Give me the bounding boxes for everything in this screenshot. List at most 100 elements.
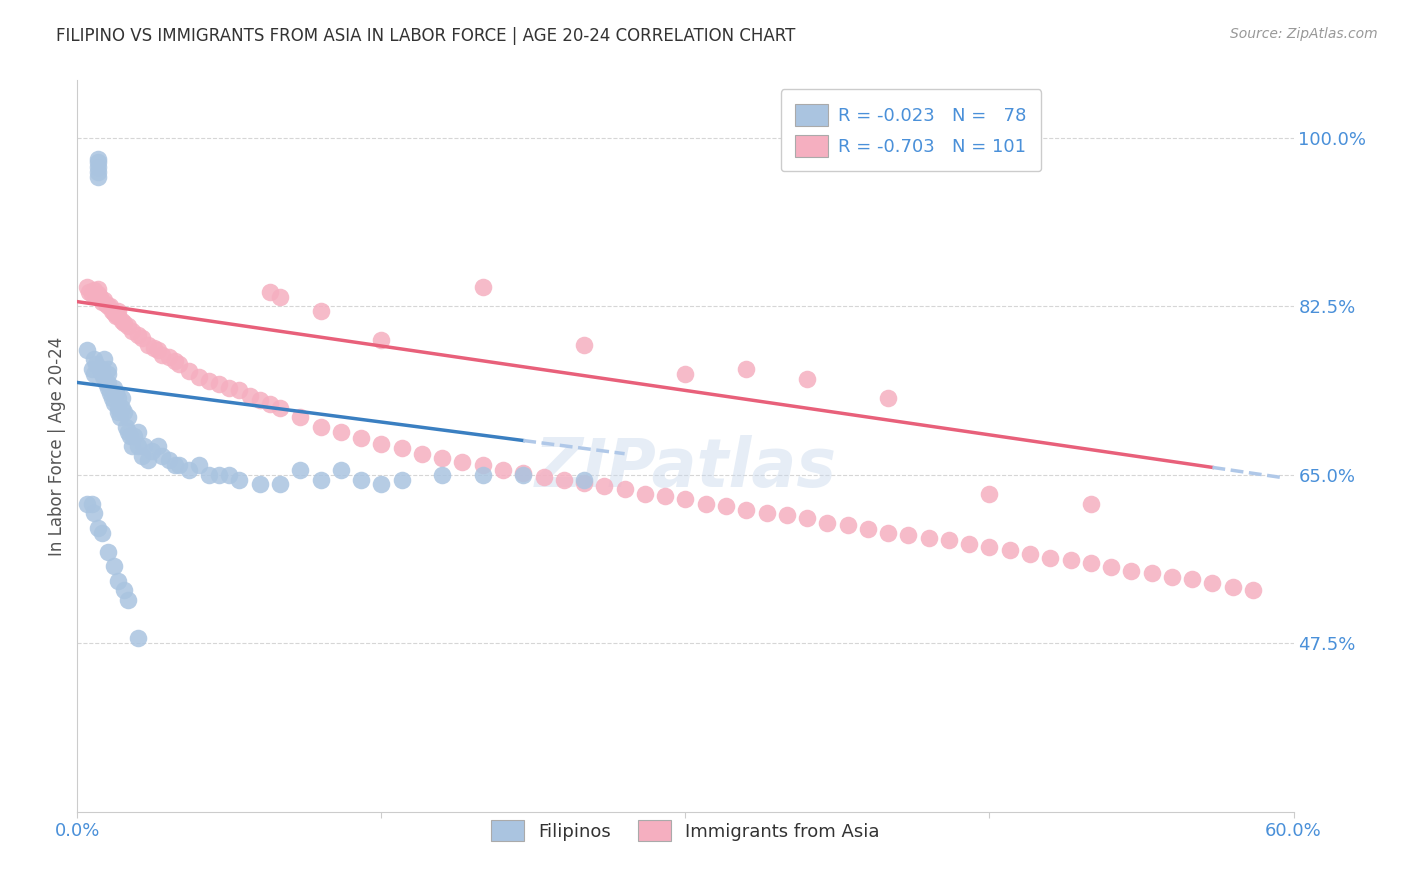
Point <box>979 487 1001 501</box>
Point <box>101 391 124 405</box>
Point <box>572 475 595 490</box>
Point <box>107 304 129 318</box>
Point <box>134 439 156 453</box>
Point <box>198 374 221 388</box>
Point <box>593 479 616 493</box>
Point <box>83 352 105 367</box>
Point <box>776 508 799 523</box>
Point <box>430 450 453 465</box>
Point <box>918 532 941 546</box>
Point <box>86 152 108 166</box>
Point <box>127 425 149 439</box>
Point <box>86 160 108 174</box>
Point <box>112 583 135 598</box>
Point <box>259 397 281 411</box>
Point <box>93 293 115 307</box>
Point <box>101 304 124 318</box>
Point <box>188 369 211 384</box>
Point <box>177 463 200 477</box>
Point <box>152 449 174 463</box>
Point <box>1161 570 1184 584</box>
Point <box>79 285 101 299</box>
Point <box>103 395 125 409</box>
Point <box>897 527 920 541</box>
Point <box>83 507 105 521</box>
Point <box>117 410 139 425</box>
Point <box>1019 547 1042 561</box>
Point <box>796 511 818 525</box>
Point <box>451 455 474 469</box>
Point <box>177 364 200 378</box>
Point <box>208 467 231 482</box>
Point <box>370 333 392 347</box>
Point <box>121 324 143 338</box>
Point <box>89 290 111 304</box>
Point <box>148 343 170 357</box>
Point <box>553 473 575 487</box>
Point <box>654 489 676 503</box>
Point <box>80 287 103 301</box>
Point <box>90 525 112 540</box>
Point <box>90 294 112 309</box>
Point <box>167 357 190 371</box>
Point <box>512 466 534 480</box>
Point <box>350 431 373 445</box>
Point <box>107 574 129 588</box>
Point <box>131 449 153 463</box>
Point <box>93 352 115 367</box>
Point <box>613 483 636 497</box>
Point <box>492 463 515 477</box>
Point <box>103 559 125 574</box>
Point <box>152 347 174 362</box>
Point <box>97 367 120 381</box>
Y-axis label: In Labor Force | Age 20-24: In Labor Force | Age 20-24 <box>48 336 66 556</box>
Point <box>735 502 758 516</box>
Point <box>86 282 108 296</box>
Point <box>103 306 125 320</box>
Point <box>1080 497 1102 511</box>
Point <box>157 351 180 365</box>
Point <box>218 467 240 482</box>
Point <box>122 429 145 443</box>
Point <box>107 401 129 415</box>
Point <box>957 537 980 551</box>
Point <box>1222 580 1244 594</box>
Point <box>675 367 697 381</box>
Point <box>391 441 413 455</box>
Point <box>86 155 108 169</box>
Point <box>111 401 134 415</box>
Point <box>80 497 103 511</box>
Point <box>117 593 139 607</box>
Point <box>141 443 163 458</box>
Point <box>76 280 98 294</box>
Point <box>83 283 105 297</box>
Text: Source: ZipAtlas.com: Source: ZipAtlas.com <box>1230 27 1378 41</box>
Point <box>107 309 129 323</box>
Point <box>86 169 108 184</box>
Point <box>259 285 281 299</box>
Point <box>86 164 108 178</box>
Point <box>208 377 231 392</box>
Point <box>1080 557 1102 571</box>
Point <box>97 362 120 376</box>
Point <box>634 487 657 501</box>
Point <box>86 521 108 535</box>
Point <box>80 362 103 376</box>
Point <box>76 497 98 511</box>
Point <box>269 401 291 415</box>
Point <box>269 477 291 491</box>
Point <box>228 473 250 487</box>
Point <box>97 376 120 391</box>
Point <box>117 425 139 439</box>
Point <box>290 410 312 425</box>
Point <box>108 410 131 425</box>
Point <box>90 362 112 376</box>
Point <box>104 386 127 401</box>
Point <box>309 419 332 434</box>
Point <box>290 463 312 477</box>
Point <box>329 463 352 477</box>
Point <box>111 314 134 328</box>
Point <box>856 522 879 536</box>
Point <box>94 376 117 391</box>
Point <box>1140 566 1163 580</box>
